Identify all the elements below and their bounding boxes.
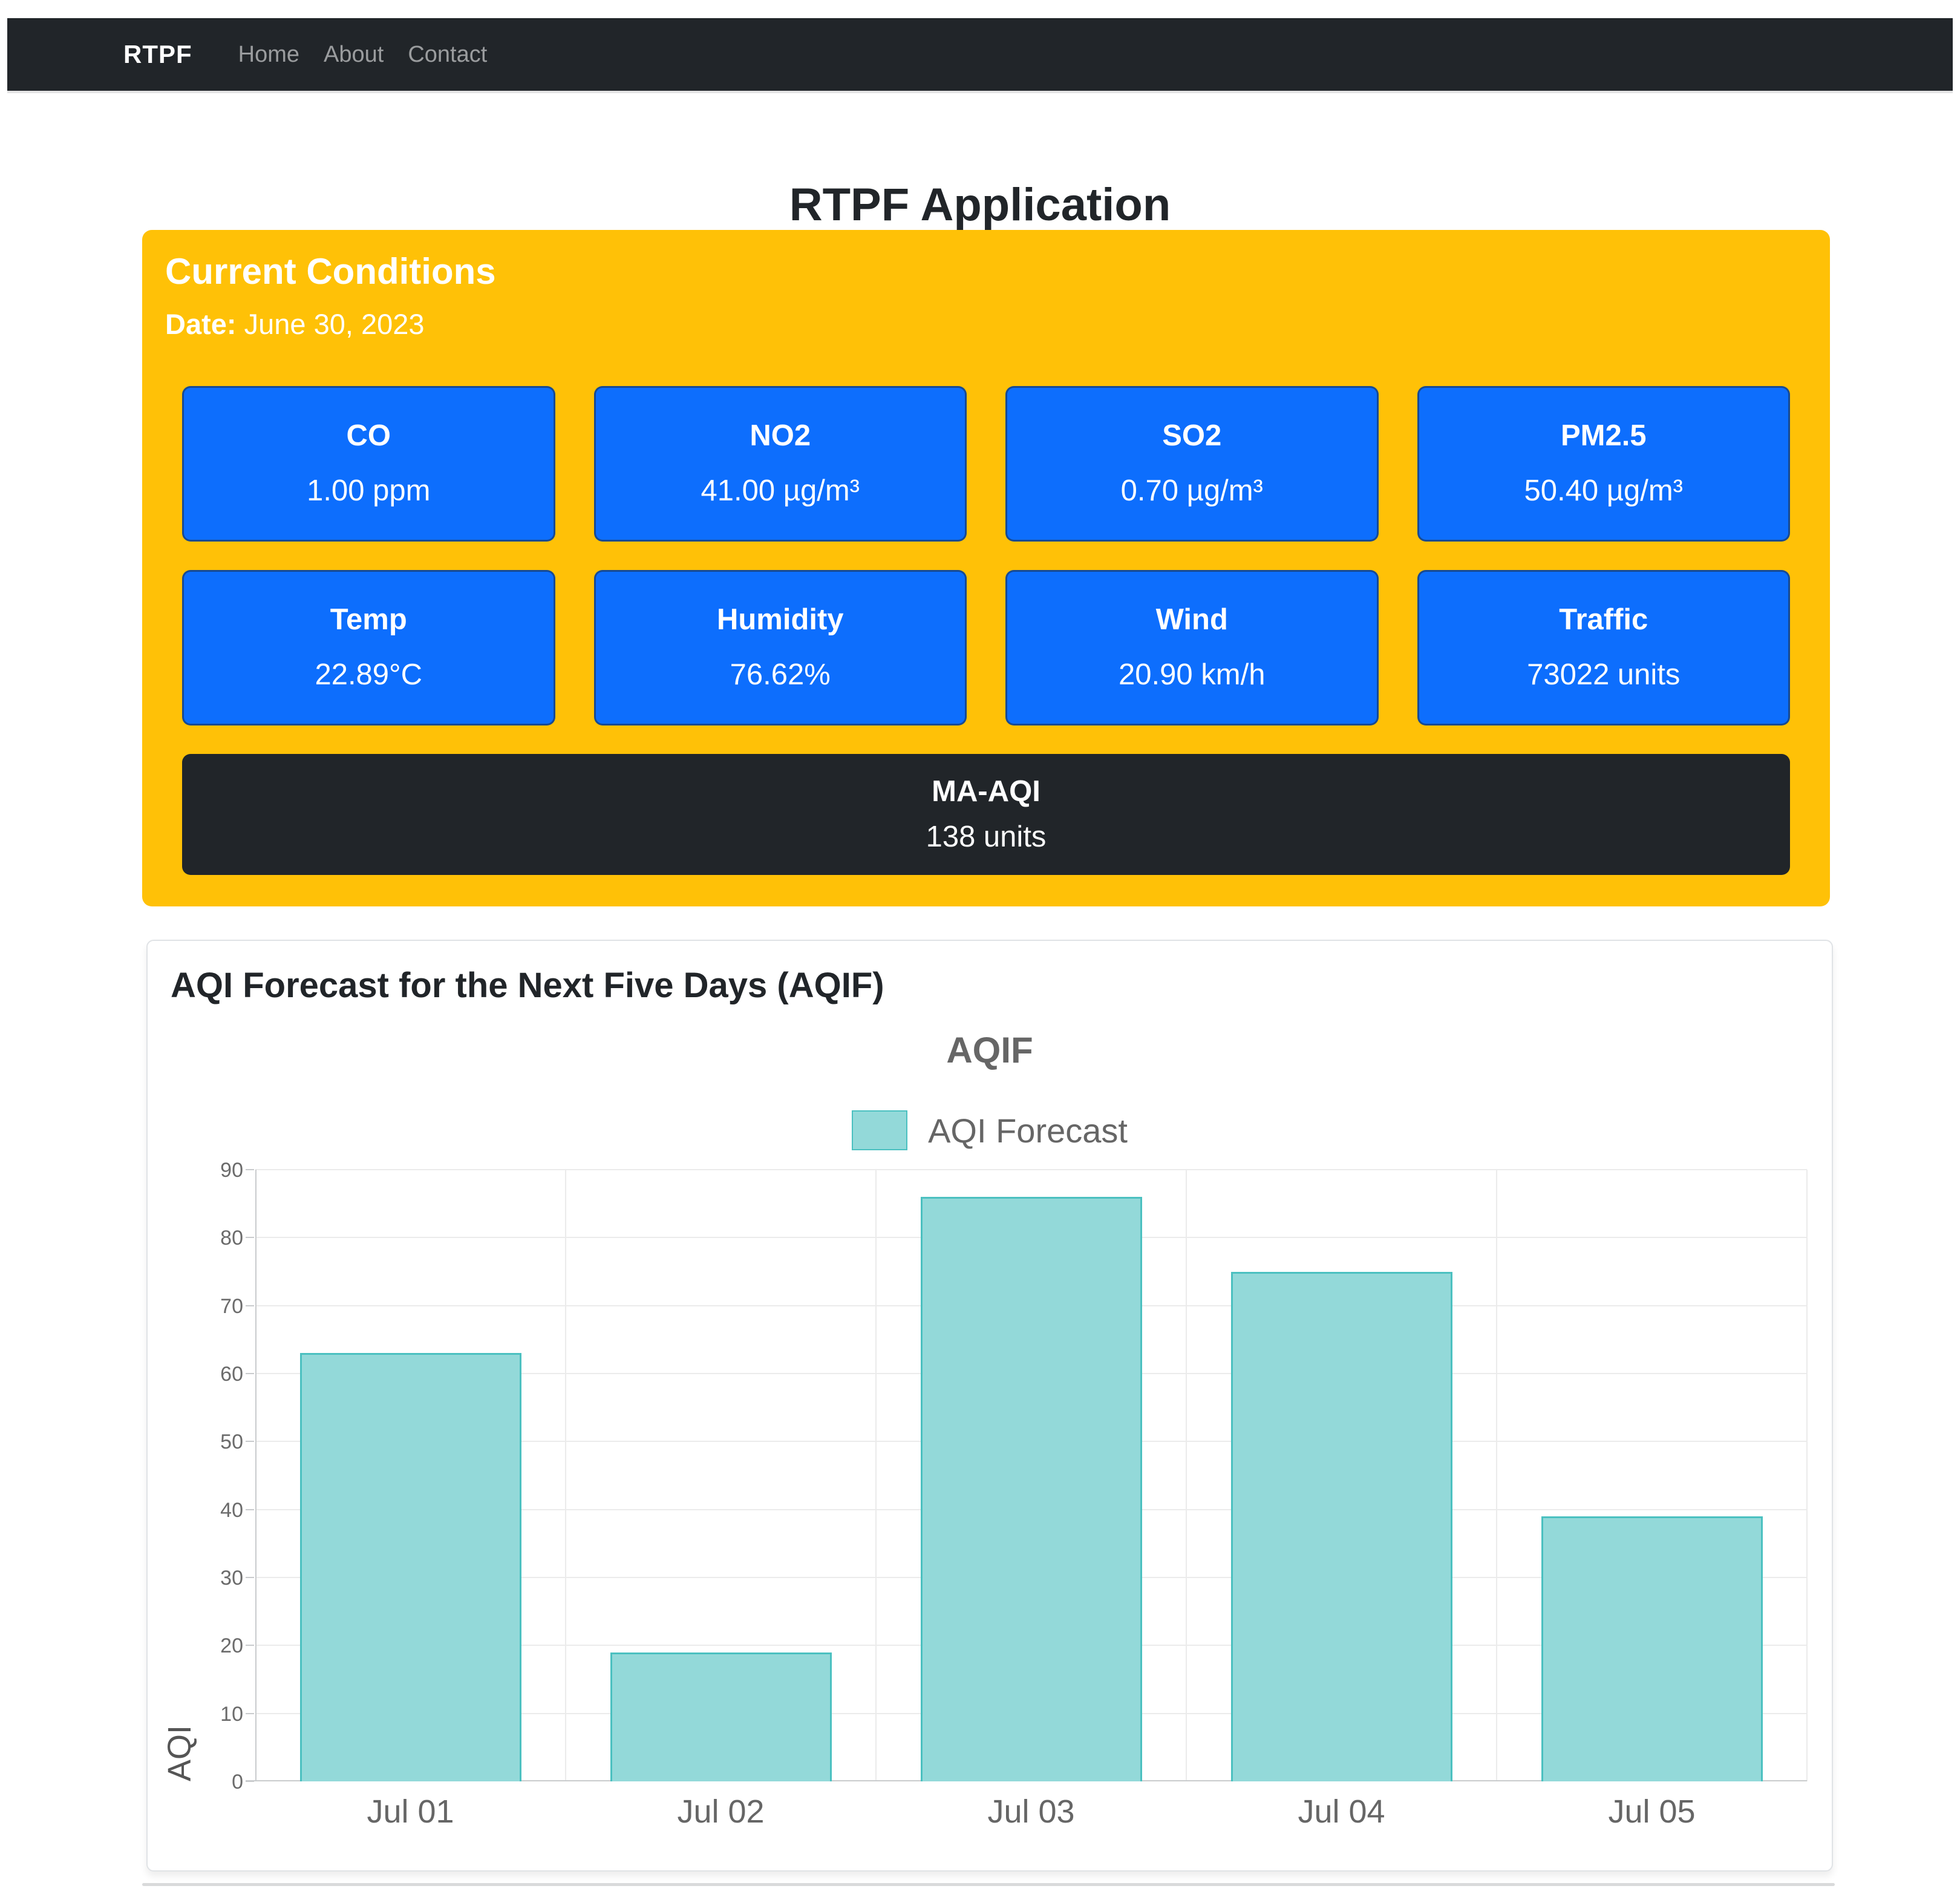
metric-value: 76.62%	[730, 658, 831, 691]
metric-value: 22.89°C	[315, 658, 423, 691]
metric-tile-co: CO 1.00 ppm	[182, 385, 555, 542]
metric-label: Temp	[330, 603, 407, 637]
metric-tile-no2: NO2 41.00 µg/m³	[593, 385, 967, 542]
metric-value: 73022 units	[1527, 658, 1681, 691]
y-tick-mark	[246, 1781, 254, 1782]
page-title: RTPF Application	[789, 179, 1171, 231]
metric-value: 1.00 ppm	[307, 474, 431, 507]
gridline	[1186, 1170, 1187, 1781]
metric-tile-wind: Wind 20.90 km/h	[1005, 569, 1379, 725]
bar-jul-05[interactable]	[1541, 1516, 1763, 1781]
bar-jul-02[interactable]	[610, 1652, 832, 1781]
metric-label: Humidity	[716, 603, 844, 637]
metric-label: NO2	[750, 419, 811, 453]
current-conditions-date: Date: June 30, 2023	[165, 309, 1830, 340]
y-tick-mark	[246, 1305, 254, 1306]
y-tick-mark	[246, 1645, 254, 1646]
x-tick-label: Jul 01	[367, 1793, 454, 1830]
navbar: RTPF Home About Contact	[7, 18, 1953, 91]
x-tick-label: Jul 04	[1298, 1793, 1385, 1830]
y-axis-line	[255, 1170, 256, 1781]
forecast-heading: AQI Forecast for the Next Five Days (AQI…	[171, 966, 884, 1005]
metrics-grid: CO 1.00 ppm NO2 41.00 µg/m³ SO2 0.70 µg/…	[182, 385, 1790, 725]
legend-swatch-icon	[852, 1110, 908, 1150]
date-label: Date:	[165, 308, 237, 340]
ma-aqi-label: MA-AQI	[932, 775, 1040, 808]
y-tick-mark	[246, 1373, 254, 1374]
metric-tile-temp: Temp 22.89°C	[182, 569, 555, 725]
bar-chart-plot-area	[246, 1169, 1808, 1781]
metric-tile-humidity: Humidity 76.62%	[593, 569, 967, 725]
chart-title: AQIF	[946, 1030, 1033, 1070]
metric-label: Traffic	[1559, 603, 1648, 637]
nav-link-contact[interactable]: Contact	[408, 41, 488, 67]
y-tick-label: 60	[220, 1363, 243, 1386]
y-tick-mark	[246, 1441, 254, 1443]
metric-value: 50.40 µg/m³	[1524, 474, 1683, 507]
metric-value: 41.00 µg/m³	[701, 474, 860, 507]
legend-label: AQI Forecast	[928, 1111, 1128, 1150]
ma-aqi-value: 138 units	[926, 820, 1047, 853]
current-conditions-panel: Current Conditions Date: June 30, 2023 C…	[142, 230, 1830, 906]
x-tick-label: Jul 05	[1608, 1793, 1696, 1830]
current-conditions-title: Current Conditions	[165, 251, 496, 292]
y-tick-label: 80	[220, 1227, 243, 1250]
y-tick-label: 20	[220, 1634, 243, 1658]
navbar-brand[interactable]: RTPF	[123, 40, 192, 68]
metric-label: Wind	[1155, 603, 1228, 637]
metric-label: SO2	[1162, 419, 1222, 453]
gridline	[255, 1169, 1807, 1170]
y-tick-label: 30	[220, 1567, 243, 1590]
x-tick-label: Jul 02	[677, 1793, 765, 1830]
metric-label: CO	[346, 419, 391, 453]
y-tick-label: 50	[220, 1430, 243, 1454]
y-tick-label: 90	[220, 1159, 243, 1182]
bar-jul-01[interactable]	[299, 1353, 521, 1781]
y-tick-label: 0	[232, 1770, 243, 1793]
aqi-forecast-card: AQI Forecast for the Next Five Days (AQI…	[146, 940, 1833, 1872]
metric-value: 20.90 km/h	[1119, 658, 1266, 691]
y-axis-title: AQI	[162, 1724, 198, 1781]
y-tick-mark	[246, 1577, 254, 1578]
date-value: June 30, 2023	[244, 308, 425, 340]
gridline	[1806, 1170, 1808, 1781]
metric-tile-pm25: PM2.5 50.40 µg/m³	[1417, 385, 1790, 542]
metric-value: 0.70 µg/m³	[1120, 474, 1263, 507]
nav-link-home[interactable]: Home	[238, 41, 300, 67]
y-tick-label: 10	[220, 1702, 243, 1726]
gridline	[1496, 1170, 1497, 1781]
bar-jul-04[interactable]	[1230, 1271, 1452, 1781]
bar-jul-03[interactable]	[920, 1196, 1142, 1781]
nav-link-about[interactable]: About	[324, 41, 384, 67]
y-tick-mark	[246, 1712, 254, 1714]
next-card-top-edge	[142, 1883, 1835, 1886]
y-tick-mark	[246, 1169, 254, 1170]
chart-legend[interactable]: AQI Forecast	[148, 1110, 1832, 1150]
x-tick-label: Jul 03	[987, 1793, 1075, 1830]
y-tick-label: 40	[220, 1498, 243, 1522]
y-tick-mark	[246, 1508, 254, 1510]
y-tick-mark	[246, 1237, 254, 1239]
metric-label: PM2.5	[1560, 419, 1647, 453]
metric-tile-traffic: Traffic 73022 units	[1417, 569, 1790, 725]
ma-aqi-tile: MA-AQI 138 units	[182, 753, 1790, 875]
metric-tile-so2: SO2 0.70 µg/m³	[1005, 385, 1379, 542]
y-tick-label: 70	[220, 1294, 243, 1318]
gridline	[565, 1170, 566, 1781]
gridline	[875, 1170, 877, 1781]
